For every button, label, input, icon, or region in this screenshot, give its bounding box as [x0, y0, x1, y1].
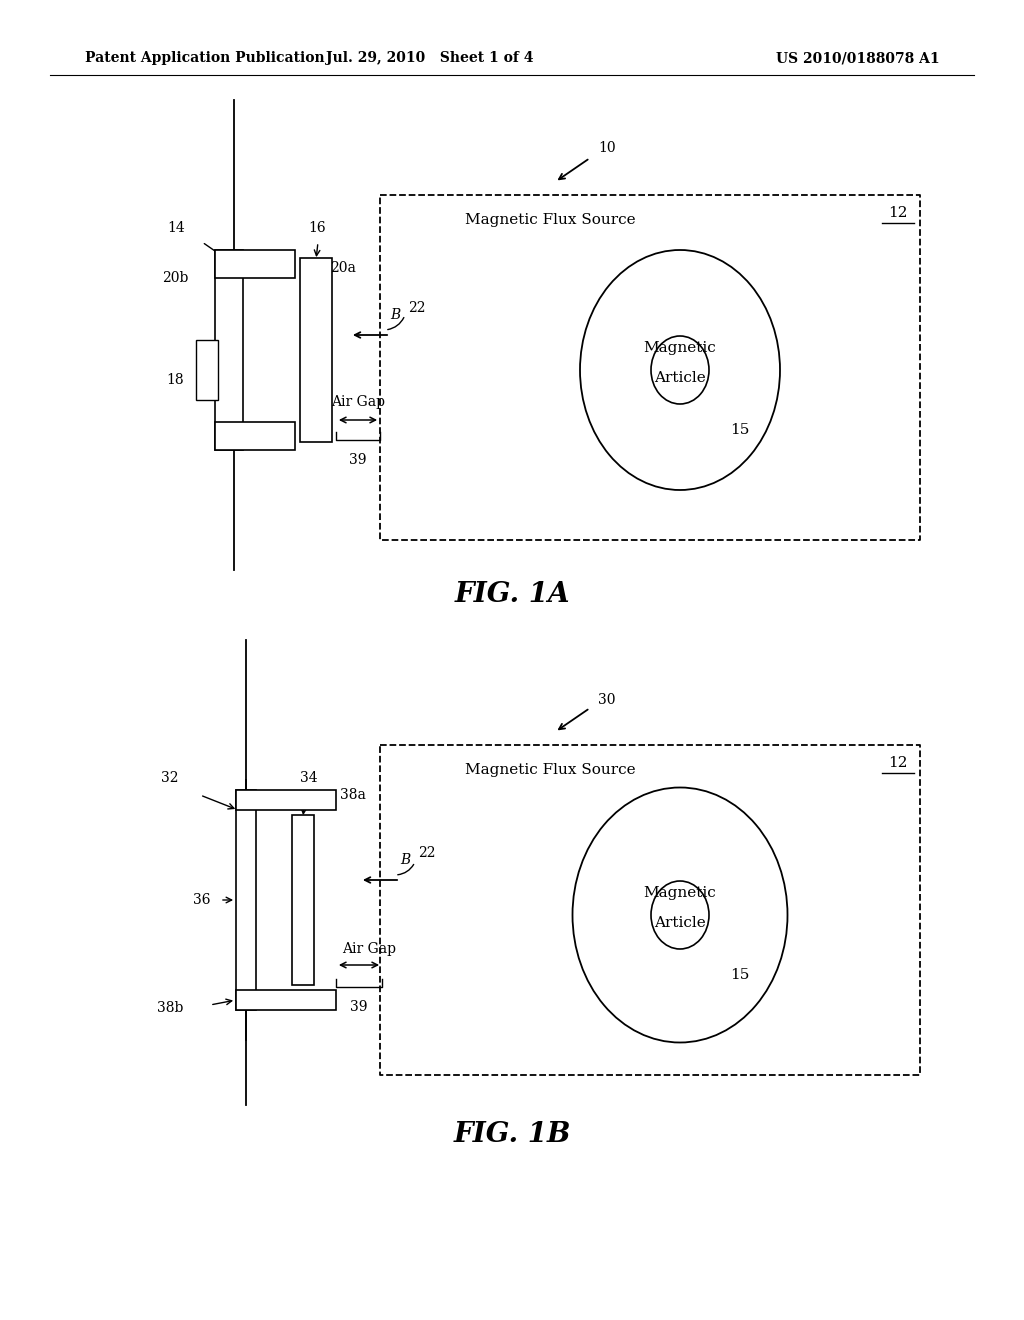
Text: 34: 34 [300, 771, 317, 785]
Bar [236, 789, 256, 1010]
Bar [215, 249, 243, 450]
Text: 15: 15 [730, 422, 750, 437]
Text: Article: Article [654, 916, 706, 931]
Bar [196, 341, 218, 400]
Text: Jul. 29, 2010   Sheet 1 of 4: Jul. 29, 2010 Sheet 1 of 4 [327, 51, 534, 65]
Text: Article: Article [654, 371, 706, 385]
Bar [292, 814, 314, 985]
Text: 18: 18 [166, 374, 184, 387]
Text: B: B [390, 308, 400, 322]
Text: 14: 14 [167, 220, 185, 235]
Text: 20a: 20a [330, 261, 356, 275]
Text: FIG. 1B: FIG. 1B [454, 1122, 570, 1148]
Ellipse shape [580, 249, 780, 490]
Text: 36: 36 [194, 894, 211, 907]
Bar [236, 990, 336, 1010]
Text: 22: 22 [408, 301, 426, 315]
Text: FIG. 1A: FIG. 1A [455, 582, 569, 609]
Text: 32: 32 [161, 771, 179, 785]
Text: Patent Application Publication: Patent Application Publication [85, 51, 325, 65]
Text: 38b: 38b [157, 1001, 183, 1015]
Bar [215, 249, 295, 279]
Text: 16: 16 [308, 220, 326, 235]
Text: 10: 10 [598, 141, 615, 154]
Text: Magnetic: Magnetic [644, 886, 717, 900]
Text: 15: 15 [730, 968, 750, 982]
Bar [215, 422, 295, 450]
Text: Magnetic: Magnetic [644, 341, 717, 355]
Text: Air Gap: Air Gap [331, 395, 385, 409]
Text: Magnetic Flux Source: Magnetic Flux Source [465, 213, 635, 227]
Text: Air Gap: Air Gap [342, 942, 396, 956]
Text: 20b: 20b [162, 271, 188, 285]
Text: US 2010/0188078 A1: US 2010/0188078 A1 [776, 51, 940, 65]
Text: 38a: 38a [340, 788, 366, 803]
Text: 22: 22 [418, 846, 435, 861]
Bar [300, 257, 332, 442]
Ellipse shape [651, 880, 709, 949]
Text: 39: 39 [350, 1001, 368, 1014]
Text: 12: 12 [888, 206, 907, 220]
Ellipse shape [572, 788, 787, 1043]
Text: Magnetic Flux Source: Magnetic Flux Source [465, 763, 635, 777]
Bar [236, 789, 336, 810]
Text: 30: 30 [598, 693, 615, 708]
Ellipse shape [651, 337, 709, 404]
Text: 39: 39 [349, 453, 367, 467]
Text: B: B [400, 853, 411, 867]
Text: 12: 12 [888, 756, 907, 770]
